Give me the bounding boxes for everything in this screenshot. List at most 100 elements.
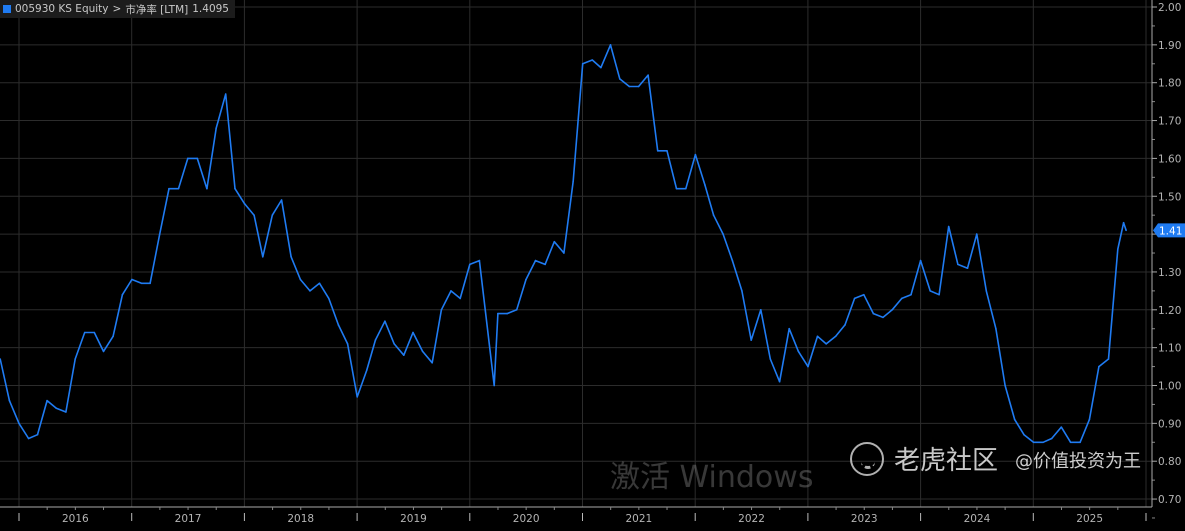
last-value-badge: 1.41 [1153,223,1185,238]
data-point [346,343,349,345]
data-point [759,309,762,311]
data-point [731,259,734,262]
legend-metric: 市净率 [LTM] [125,3,189,16]
data-point [74,358,76,360]
x-tick-label: 2024 [964,513,991,525]
data-point [224,93,227,95]
data-point [421,350,424,353]
data-point [196,157,199,160]
data-point [769,358,772,360]
data-point [647,74,649,76]
x-tick-label: 2025 [1076,513,1103,525]
data-point [234,187,236,190]
data-point [493,384,495,387]
data-point [1122,221,1125,224]
data-point [834,335,837,338]
y-tick-label: 1.50 [1158,191,1181,203]
data-point [609,44,612,46]
data-point [929,290,931,292]
data-point [261,256,264,258]
data-point [121,293,124,296]
x-tick-label: 2022 [738,513,765,525]
data-point [534,259,537,262]
author-watermark: @价值投资为王 [1015,451,1141,472]
data-point [957,263,959,266]
data-point [1004,384,1006,387]
data-point [497,312,499,315]
data-point [975,233,978,235]
x-tick-label: 2018 [287,513,314,525]
data-point [46,399,48,402]
data-point [384,320,386,322]
legend-last-value: 1.4095 [192,3,229,15]
data-point [140,282,143,285]
data-point [618,78,621,80]
data-point [712,214,715,216]
y-tick-label: 0.80 [1158,456,1181,468]
grid [0,0,1152,507]
data-point [807,365,809,368]
data-point [947,225,950,228]
data-point [910,293,912,296]
y-tick-label: 2.00 [1158,2,1181,14]
data-point [995,327,997,330]
data-point [966,267,969,269]
data-point [628,85,631,88]
data-point [186,157,189,160]
data-point [525,278,527,281]
tiger-logo-icon [850,441,884,476]
data-point [356,396,358,398]
data-point [149,282,151,285]
data-point [985,290,988,292]
data-point [553,240,556,243]
data-point [797,350,800,353]
data-point [290,256,292,258]
data-point [788,327,790,330]
data-point [374,339,377,341]
data-point [637,85,640,88]
data-point [825,343,827,345]
data-point [412,331,414,334]
data-point [844,324,846,326]
data-point [327,297,330,300]
data-point [318,282,321,285]
data-point [337,324,340,326]
data-point [1098,365,1100,368]
data-point [299,278,302,281]
data-point [600,66,602,69]
data-point [459,297,462,300]
data-point [872,312,875,315]
data-point [65,411,67,413]
data-point [1107,358,1110,360]
data-point [253,214,255,216]
y-tick-label: 1.00 [1158,381,1181,393]
data-point [750,339,753,341]
data-point [853,297,856,300]
data-point [938,293,940,296]
x-tick-label: 2019 [400,513,427,525]
data-point [36,433,39,436]
watermark-logo-text: 老虎社区 [894,446,999,476]
data-point [402,354,405,357]
data-point [469,263,471,266]
data-point [18,422,20,425]
data-point [515,309,518,311]
data-point [1032,441,1035,444]
legend-separator: > [112,3,122,15]
data-point [1013,418,1016,421]
data-point [93,331,96,334]
legend[interactable]: 005930 KS Equity > 市净率 [LTM] 1.4095 [0,0,235,18]
y-tick-label: 1.10 [1158,343,1181,355]
data-point [431,361,433,364]
data-point [206,187,208,190]
data-point [900,297,903,300]
y-tick-label: 0.70 [1158,494,1181,506]
data-point [591,59,594,61]
data-point [572,180,574,182]
x-tick-label: 2020 [513,513,540,525]
y-tick-label: 1.20 [1158,305,1181,317]
legend-swatch [3,5,11,13]
x-tick-label: 2017 [175,513,202,525]
